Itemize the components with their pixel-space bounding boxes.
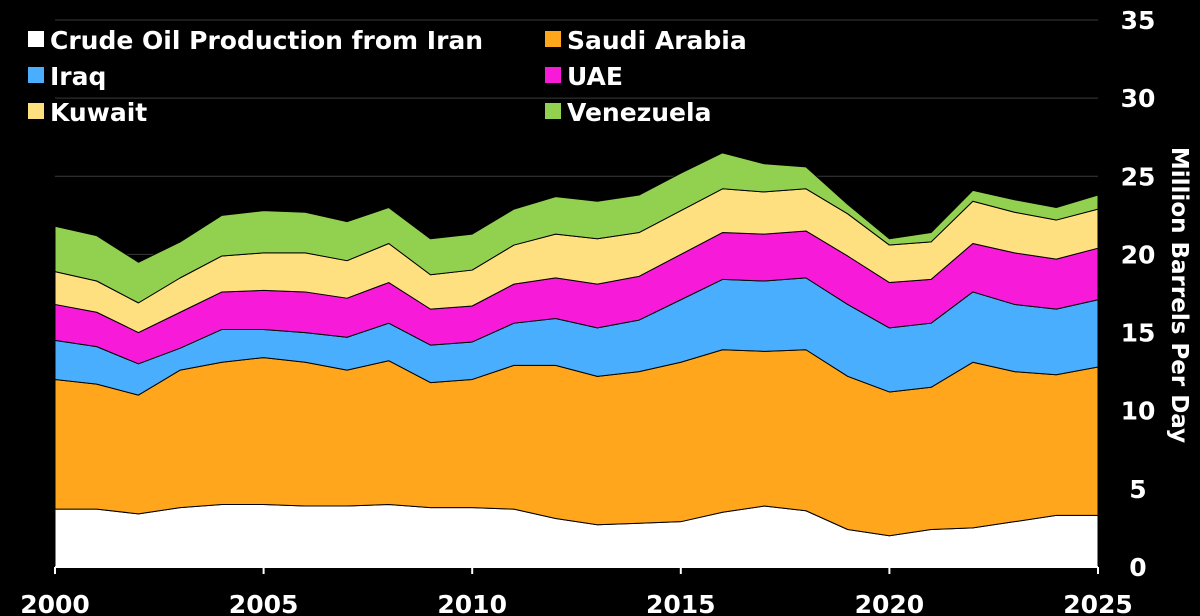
area-venezuela — [54, 152, 1099, 304]
y-tick-label-30: 30 — [1121, 84, 1156, 113]
x-tick-label-2020: 2020 — [855, 590, 925, 616]
legend-label-saudi-arabia: Saudi Arabia — [567, 26, 747, 55]
legend-swatch-kuwait — [28, 103, 44, 119]
y-tick-label-5: 5 — [1129, 475, 1146, 504]
legend: Crude Oil Production from Iran Saudi Arab… — [28, 26, 747, 127]
x-tick-label-2000: 2000 — [20, 590, 90, 616]
y-tick-label-20: 20 — [1121, 240, 1156, 269]
x-tick-label-2005: 2005 — [229, 590, 299, 616]
x-tick-label-2015: 2015 — [646, 590, 716, 616]
y-tick-label-25: 25 — [1121, 162, 1156, 191]
legend-swatch-saudi-arabia — [545, 31, 561, 47]
legend-label-crude-oil-production-from-iran: Crude Oil Production from Iran — [50, 26, 483, 55]
y-tick-label-15: 15 — [1121, 319, 1156, 348]
legend-swatch-iraq — [28, 67, 44, 83]
legend-label-venezuela: Venezuela — [567, 98, 711, 127]
y-tick-label-10: 10 — [1121, 397, 1156, 426]
legend-label-kuwait: Kuwait — [50, 98, 147, 127]
legend-label-uae: UAE — [567, 62, 623, 91]
y-tick-label-35: 35 — [1121, 6, 1156, 35]
legend-swatch-venezuela — [545, 103, 561, 119]
y-tick-label-0: 0 — [1129, 553, 1146, 582]
x-tick-label-2010: 2010 — [437, 590, 507, 616]
area-series-layer — [54, 152, 1099, 568]
legend-label-iraq: Iraq — [50, 62, 106, 91]
legend-swatch-crude-oil-production-from-iran — [28, 31, 44, 47]
x-tick-label-2025: 2025 — [1063, 590, 1133, 616]
y-axis-label: Million Barrels Per Day — [1166, 147, 1192, 443]
legend-swatch-uae — [545, 67, 561, 83]
